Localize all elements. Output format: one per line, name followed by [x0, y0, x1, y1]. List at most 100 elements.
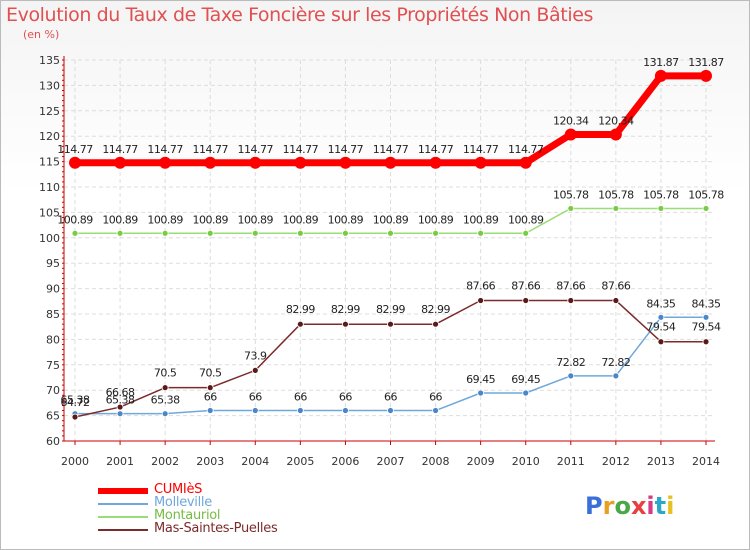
x-tick-label: 2000 — [61, 455, 89, 468]
data-label: 82.99 — [286, 303, 315, 316]
series-point — [702, 313, 710, 321]
legend-swatch — [98, 516, 148, 518]
series-point — [477, 389, 485, 397]
data-label: 114.77 — [192, 143, 228, 156]
series-point — [342, 229, 349, 237]
series-point — [251, 366, 259, 374]
series-point — [477, 229, 485, 237]
proxiti-logo: Proxiti — [585, 492, 674, 520]
series-point — [700, 69, 712, 82]
y-tick-label: 105 — [39, 206, 60, 219]
series-point — [522, 229, 530, 237]
series-point — [387, 229, 394, 237]
series-point — [519, 156, 532, 169]
y-tick-label: 95 — [46, 257, 60, 270]
data-label: 66 — [339, 391, 352, 404]
data-label: 82.99 — [421, 303, 450, 316]
logo-letter: r — [602, 492, 615, 520]
data-label: 120.34 — [553, 114, 589, 127]
series-point — [296, 407, 304, 414]
logo-letter: x — [630, 492, 647, 520]
data-label: 73.9 — [244, 349, 267, 362]
data-label: 100.89 — [508, 213, 544, 226]
data-label: 100.89 — [192, 213, 228, 226]
data-label: 82.99 — [331, 303, 360, 316]
y-tick-label: 100 — [39, 232, 60, 245]
data-label: 66.68 — [106, 386, 135, 399]
y-tick-label: 60 — [46, 435, 60, 448]
legend-label: CUMIèS — [154, 482, 203, 497]
series-point — [612, 205, 620, 212]
series-point — [432, 320, 439, 328]
data-label: 100.89 — [328, 213, 364, 226]
legend-swatch — [98, 503, 148, 505]
series-point — [657, 313, 665, 321]
series-point — [296, 320, 304, 328]
series-point — [387, 407, 394, 414]
data-label: 114.77 — [508, 143, 544, 156]
data-label: 87.66 — [556, 279, 585, 292]
series-point — [69, 156, 81, 169]
series-point — [206, 384, 214, 392]
y-tick-label: 65 — [46, 410, 60, 423]
data-label: 72.82 — [601, 356, 630, 369]
series-point — [116, 229, 124, 237]
data-label: 82.99 — [376, 303, 405, 316]
data-label: 100.89 — [147, 213, 183, 226]
series-point — [522, 389, 530, 397]
x-tick-label: 2013 — [647, 455, 675, 468]
logo-letter: P — [585, 492, 603, 520]
series-point — [702, 338, 710, 346]
data-label: 66 — [384, 391, 397, 404]
data-label: 114.77 — [57, 143, 93, 156]
x-tick-label: 2011 — [557, 455, 585, 468]
series-point — [702, 205, 710, 212]
data-label: 131.87 — [643, 56, 679, 69]
x-tick-label: 2014 — [692, 455, 720, 468]
series-point — [339, 156, 352, 169]
data-label: 65.38 — [61, 394, 90, 407]
legend-label: Mas-Saintes-Puelles — [154, 521, 278, 536]
data-label: 79.54 — [646, 321, 675, 334]
logo-letter: o — [614, 492, 631, 520]
data-label: 100.89 — [373, 213, 409, 226]
data-label: 87.66 — [466, 279, 495, 292]
data-label: 65.38 — [151, 394, 180, 407]
data-label: 100.89 — [102, 213, 138, 226]
data-label: 84.35 — [646, 297, 675, 310]
data-label: 100.89 — [283, 213, 319, 226]
data-label: 65.38 — [106, 394, 135, 407]
series-point — [71, 413, 79, 421]
data-label: 105.78 — [553, 188, 589, 201]
series-point — [342, 407, 349, 414]
x-tick-label: 2012 — [602, 455, 630, 468]
series-point — [567, 372, 575, 380]
series-point — [161, 384, 169, 392]
series-point — [522, 297, 530, 304]
series-point — [116, 403, 124, 411]
data-label: 114.77 — [463, 143, 499, 156]
series-point — [657, 205, 665, 212]
y-tick-label: 130 — [39, 79, 60, 92]
data-label: 100.89 — [418, 213, 454, 226]
y-tick-label: 75 — [46, 359, 60, 372]
data-label: 87.66 — [601, 279, 630, 292]
x-tick-label: 2008 — [422, 455, 450, 468]
chart-title: Evolution du Taux de Taxe Foncière sur l… — [6, 4, 594, 26]
data-label: 114.77 — [283, 143, 319, 156]
series-point — [206, 229, 214, 237]
series-point — [567, 297, 575, 304]
data-label: 131.87 — [688, 56, 724, 69]
data-label: 114.77 — [418, 143, 454, 156]
data-label: 79.54 — [692, 321, 721, 334]
y-tick-label: 115 — [39, 156, 60, 169]
series-point — [294, 156, 307, 169]
series-point — [387, 320, 394, 328]
series-point — [567, 205, 575, 212]
series-point — [654, 69, 667, 82]
x-tick-label: 2006 — [331, 455, 359, 468]
x-tick-label: 2001 — [106, 455, 134, 468]
data-label: 100.89 — [57, 213, 93, 226]
